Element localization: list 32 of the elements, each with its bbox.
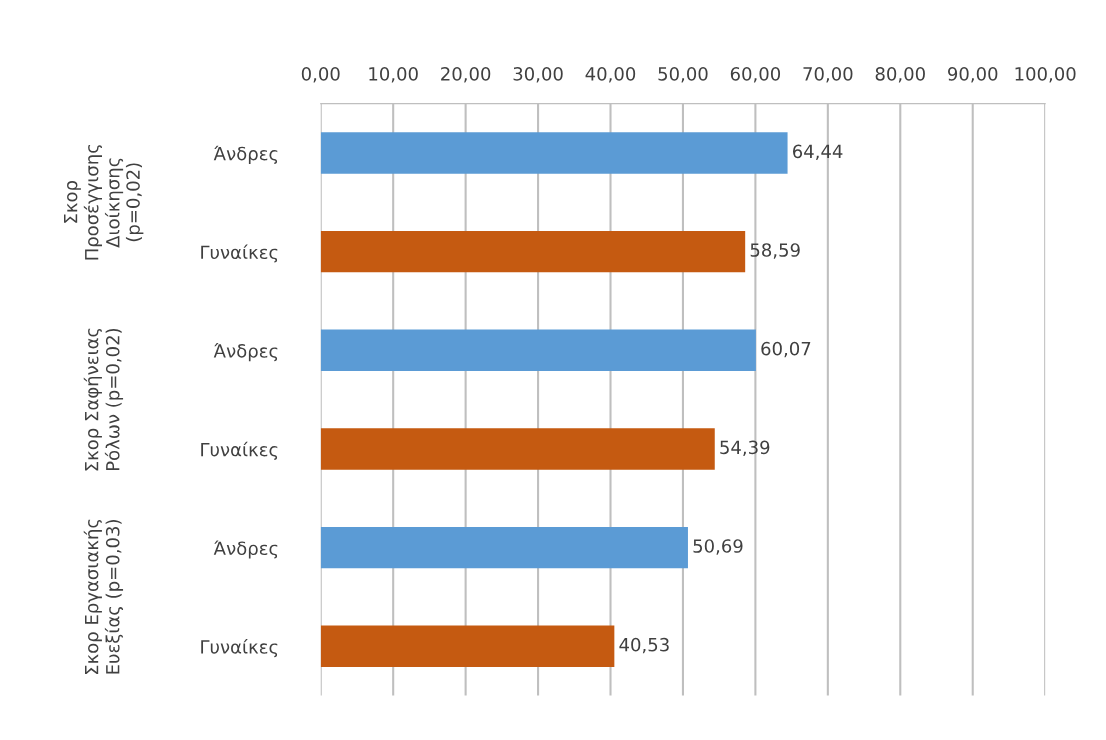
y-tick-label: Άνδρες (213, 145, 278, 164)
text: Σκορ Προσέγγισης Διοίκησης (p=0,02) (64, 144, 144, 260)
x-tick-label: 30,00 (513, 67, 563, 83)
x-tick-label: 100,00 (1015, 67, 1076, 83)
y-tick-label: Γυναίκες (201, 639, 278, 658)
bar (320, 625, 615, 667)
x-tick-label: 0,00 (301, 67, 340, 83)
x-tick-label: 10,00 (369, 67, 418, 83)
y-tick-label: Άνδρες (213, 343, 278, 362)
data-label: 50,69 (693, 539, 743, 555)
y-tick-label: Γυναίκες (201, 441, 278, 460)
x-tick-label: 90,00 (948, 67, 998, 83)
data-label: 54,39 (720, 440, 770, 457)
text: Σκορ Σαφήνειας Ρόλων (p=0,02) (83, 328, 124, 471)
y-tick-label: Άνδρες (213, 540, 278, 559)
x-tick-label: 60,00 (730, 67, 781, 83)
x-tick-label: 70,00 (803, 67, 853, 83)
x-tick-label: 80,00 (875, 67, 925, 83)
x-tick-label: 20,00 (441, 67, 491, 83)
bar (320, 428, 715, 470)
data-label: 40,53 (619, 637, 669, 654)
data-label: 58,59 (750, 243, 800, 259)
text: Σκορ Εργασιακής Ευεξίας (p=0,03) (83, 519, 124, 675)
bar (320, 329, 756, 371)
data-label: 64,44 (792, 144, 843, 161)
bar (320, 526, 688, 569)
bar (320, 230, 746, 273)
y-tick-label: Γυναίκες (201, 244, 278, 263)
data-label: 60,07 (761, 341, 811, 358)
x-tick-label: 50,00 (658, 67, 708, 83)
x-tick-label: 40,00 (585, 67, 636, 83)
bar (320, 132, 788, 174)
